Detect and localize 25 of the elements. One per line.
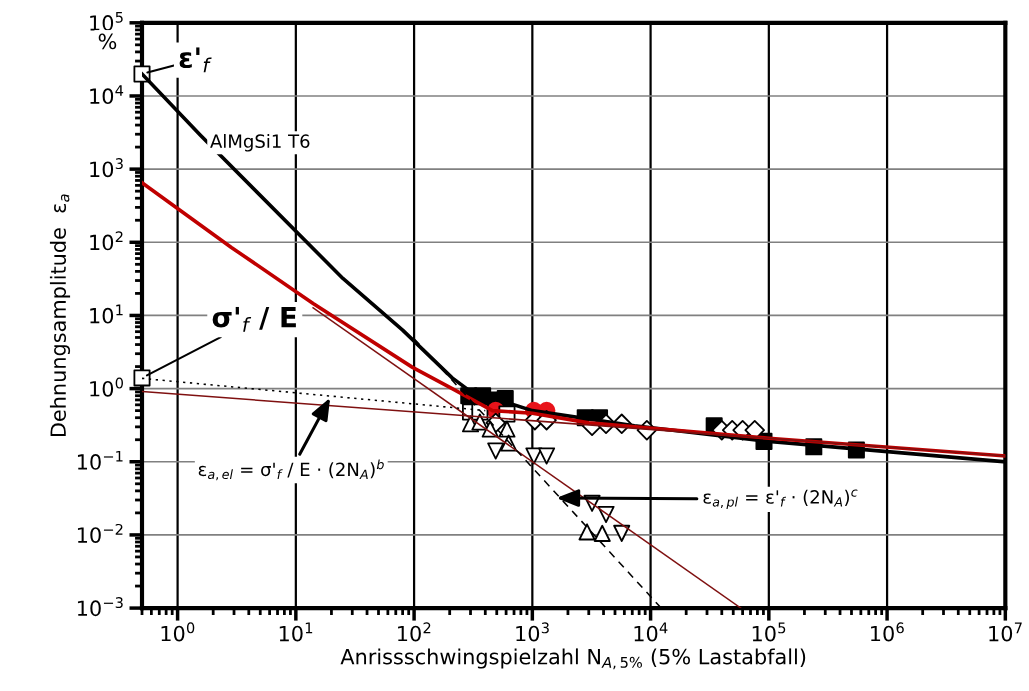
x-tick-label: 10$^{3}$ bbox=[516, 622, 549, 642]
annotation: AlMgSi1 T6 bbox=[210, 134, 310, 152]
text: % bbox=[98, 33, 117, 50]
x-tick-label: 10$^{6}$ bbox=[871, 622, 904, 642]
y-tick-label: 10$^{3}$ bbox=[90, 158, 123, 178]
x-tick-label: 10$^{0}$ bbox=[161, 622, 195, 642]
x-tick-label: 10$^{1}$ bbox=[279, 622, 313, 642]
y-tick-label: 10$^{−3}$ bbox=[77, 597, 123, 617]
y-tick-label: 10$^{0}$ bbox=[90, 377, 123, 397]
x-tick-label: 10$^{5}$ bbox=[752, 622, 786, 642]
annotation: ε'$_{f}$ bbox=[179, 47, 212, 73]
x-tick-label: 10$^{2}$ bbox=[398, 622, 431, 642]
annotation: ε$_{a,el}$ = σ'$_{f}$ / E · (2N$_{A}$)$^{b}$ bbox=[198, 459, 384, 481]
x-axis-title: Anrissschwingspielzahl N$_{A,5%}$ (5% Lastabfall) bbox=[340, 648, 806, 670]
y-tick-label: 10$^{−1}$ bbox=[77, 450, 123, 470]
y-tick-label: 10$^{−2}$ bbox=[77, 523, 123, 543]
y-tick-label: 10$^{5}$ bbox=[90, 11, 123, 31]
y-tick-label: 10$^{1}$ bbox=[90, 304, 123, 324]
x-tick-label: 10$^{4}$ bbox=[634, 622, 668, 642]
annotation: ε$_{a,pl}$ = ε'$_{f}$ · (2N$_{A}$)$^{c}$ bbox=[703, 489, 858, 510]
y-axis-title: Dehnungsamplitude ε$_{a}$ bbox=[49, 194, 71, 437]
y-tick-label: 10$^{4}$ bbox=[90, 85, 124, 105]
annotation: σ'$_{f}$ / E bbox=[212, 306, 296, 332]
x-tick-label: 10$^{7}$ bbox=[989, 622, 1022, 642]
y-tick-label: 10$^{2}$ bbox=[90, 231, 123, 251]
